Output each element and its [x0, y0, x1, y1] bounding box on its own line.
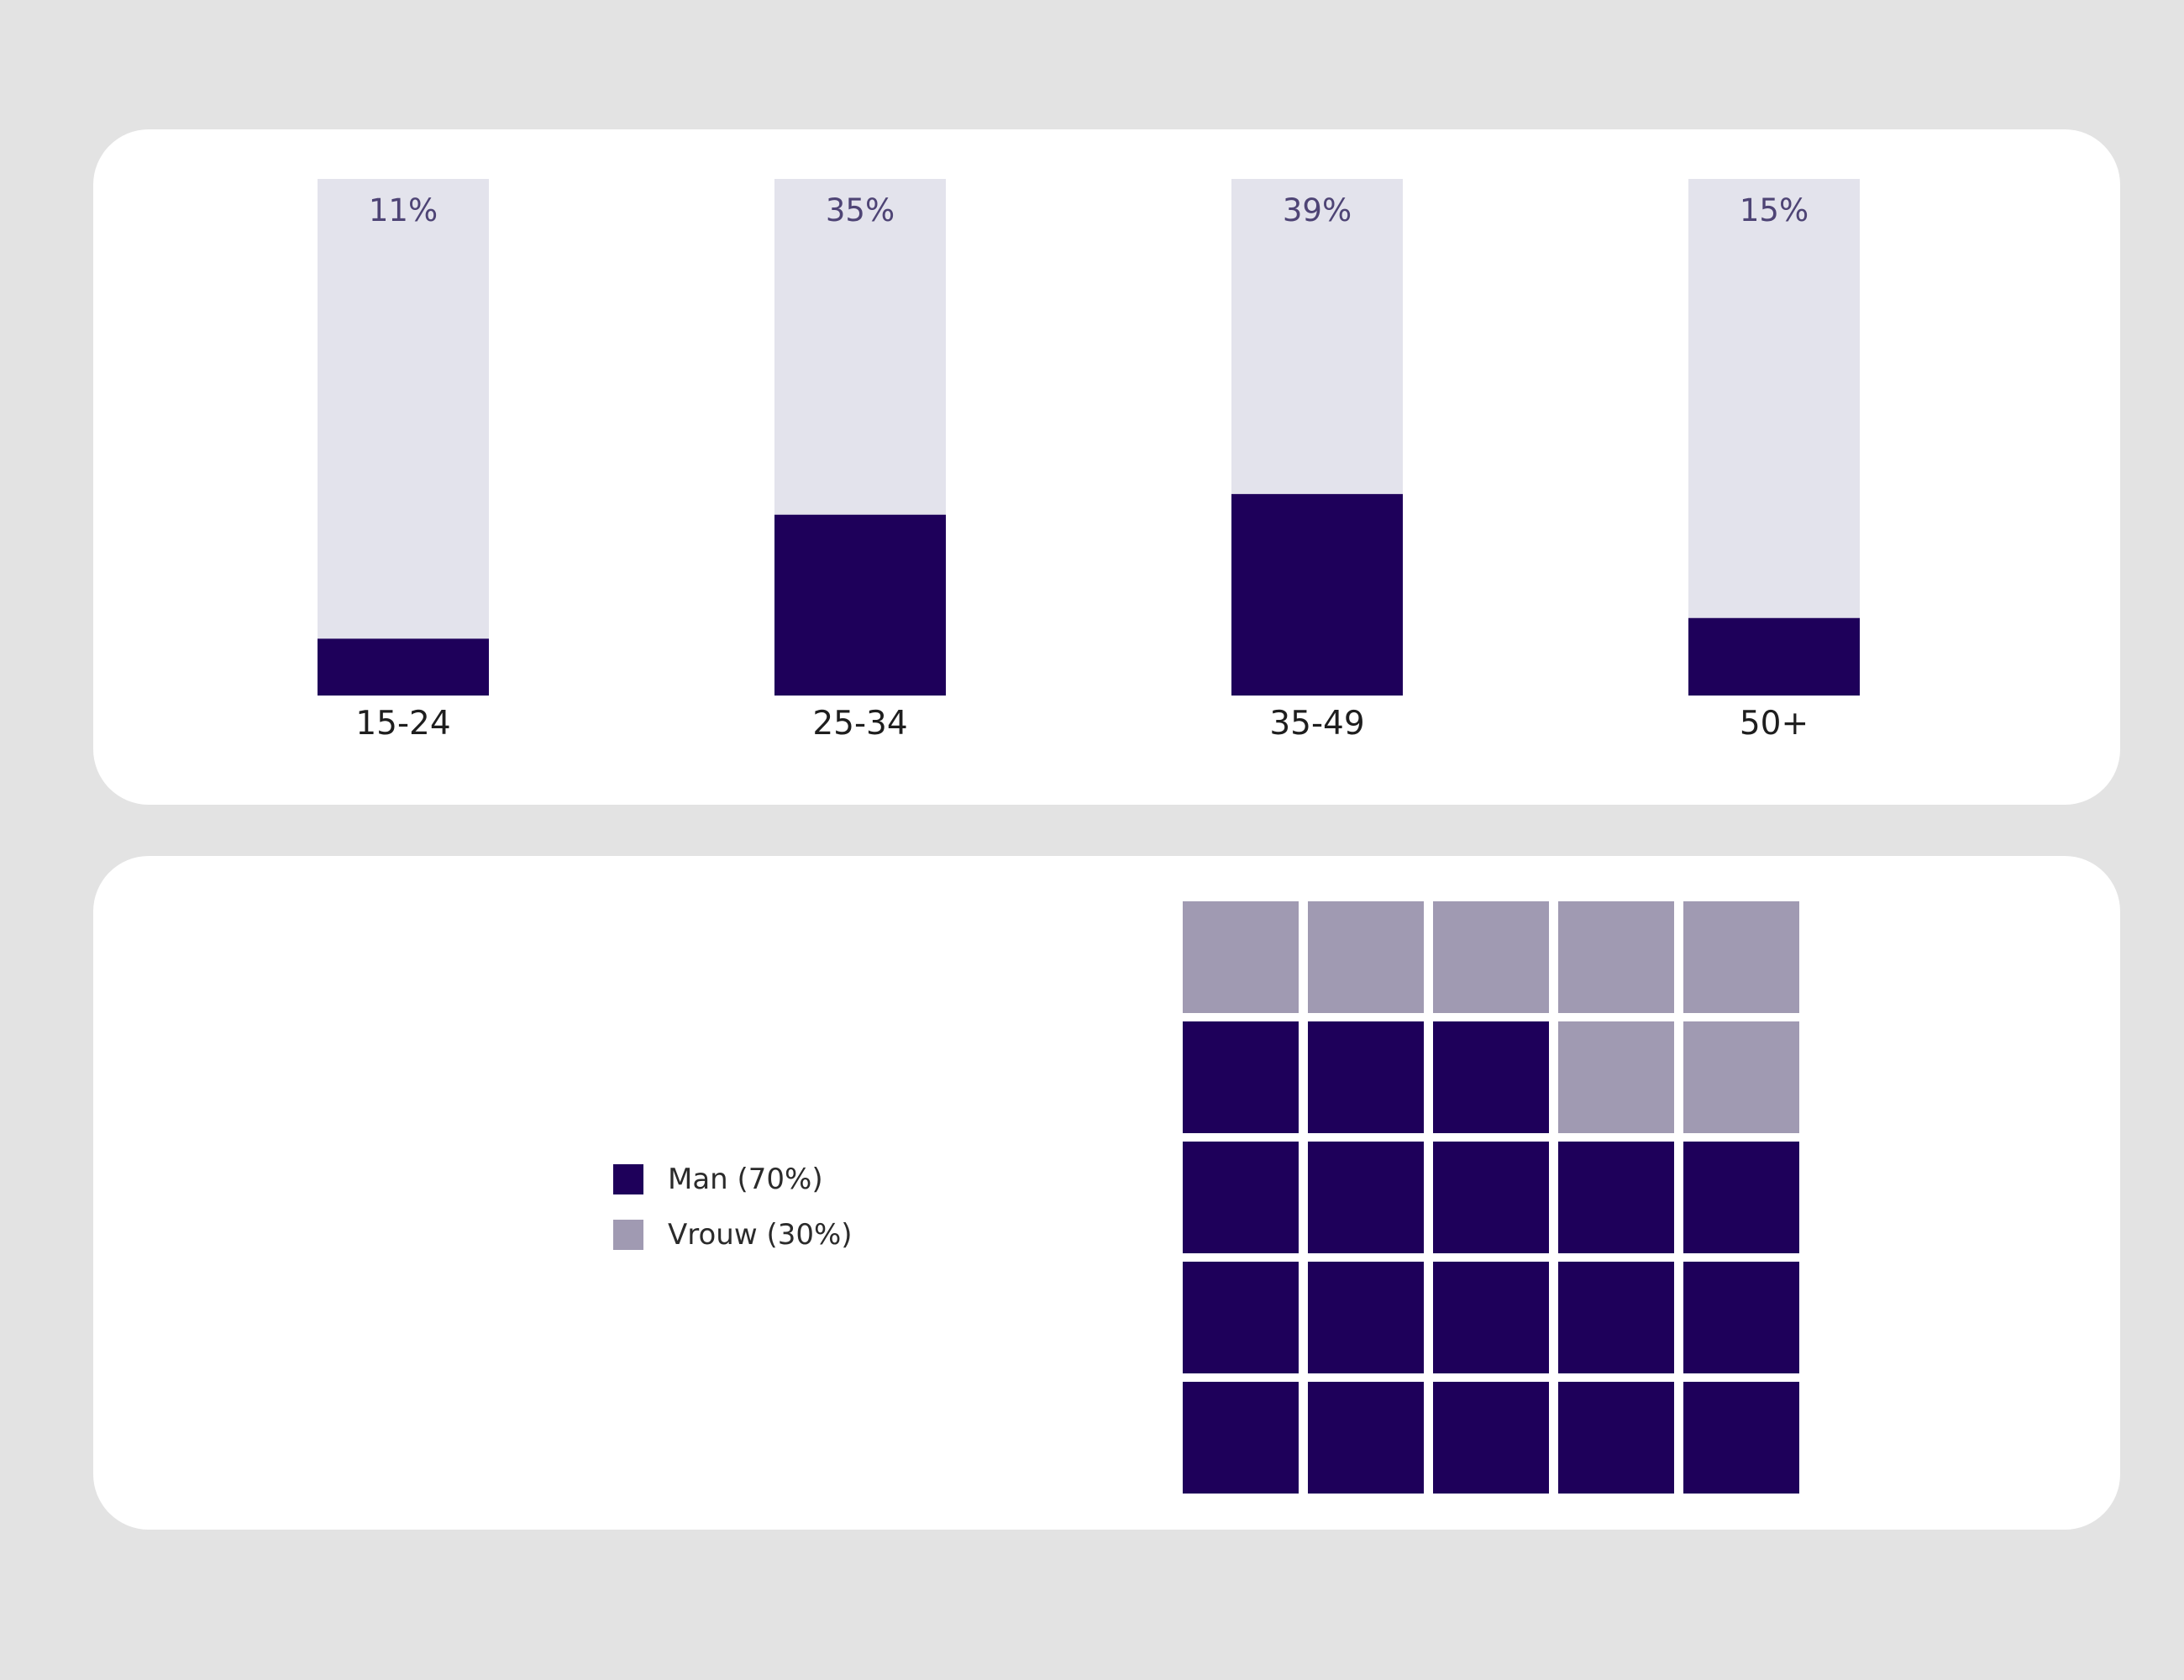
waffle-cell-vrouw: [1558, 1021, 1674, 1133]
bar-35-49: [1231, 494, 1403, 696]
age-bar-chart: 11% 15-24 35% 25-34 39% 35-49 15% 50+: [318, 179, 1860, 743]
gender-waffle-chart: [1183, 901, 1799, 1494]
waffle-cell-man: [1558, 1142, 1674, 1253]
gender-distribution-card: [93, 856, 2120, 1530]
bar-15-24: [318, 638, 489, 696]
waffle-cell-man: [1183, 1142, 1299, 1253]
waffle-cell-man: [1558, 1262, 1674, 1373]
legend-label-man: Man (70%): [668, 1163, 823, 1196]
waffle-cell-vrouw: [1433, 901, 1549, 1013]
waffle-cell-man: [1183, 1021, 1299, 1133]
waffle-cell-man: [1558, 1382, 1674, 1494]
bar-category-label-25-34: 25-34: [812, 705, 907, 743]
waffle-cell-vrouw: [1183, 901, 1299, 1013]
waffle-cell-man: [1433, 1262, 1549, 1373]
waffle-cell-vrouw: [1308, 901, 1424, 1013]
waffle-cell-man: [1433, 1142, 1549, 1253]
legend-item-man: Man (70%): [613, 1152, 853, 1207]
age-distribution-card: 11% 15-24 35% 25-34 39% 35-49 15% 50+: [93, 129, 2120, 805]
waffle-cell-man: [1183, 1382, 1299, 1494]
bar-value-label-15-24: 11%: [369, 192, 438, 228]
waffle-cell-man: [1433, 1021, 1549, 1133]
bar-category-label-50: 50+: [1740, 705, 1809, 743]
waffle-cell-vrouw: [1683, 1021, 1799, 1133]
bar-category-label-15-24: 15-24: [355, 705, 450, 743]
legend-swatch-vrouw: [613, 1220, 643, 1250]
waffle-cell-man: [1683, 1382, 1799, 1494]
bar-value-label-25-34: 35%: [826, 192, 895, 228]
waffle-cell-man: [1683, 1262, 1799, 1373]
bar-category-label-35-49: 35-49: [1269, 705, 1364, 743]
bar-50: [1688, 617, 1860, 696]
bar-track-50: [1688, 179, 1860, 696]
bar-value-label-35-49: 39%: [1283, 192, 1352, 228]
waffle-cell-vrouw: [1558, 901, 1674, 1013]
bar-track-15-24: [318, 179, 489, 696]
legend-swatch-man: [613, 1164, 643, 1194]
waffle-cell-man: [1308, 1262, 1424, 1373]
waffle-cell-man: [1308, 1021, 1424, 1133]
bar-value-label-50: 15%: [1740, 192, 1809, 228]
legend-item-vrouw: Vrouw (30%): [613, 1207, 853, 1263]
gender-legend: Man (70%) Vrouw (30%): [613, 1152, 853, 1263]
waffle-cell-vrouw: [1683, 901, 1799, 1013]
bar-25-34: [774, 514, 946, 696]
waffle-cell-man: [1183, 1262, 1299, 1373]
waffle-cell-man: [1308, 1142, 1424, 1253]
waffle-cell-man: [1308, 1382, 1424, 1494]
waffle-cell-man: [1683, 1142, 1799, 1253]
waffle-cell-man: [1433, 1382, 1549, 1494]
legend-label-vrouw: Vrouw (30%): [668, 1218, 853, 1252]
